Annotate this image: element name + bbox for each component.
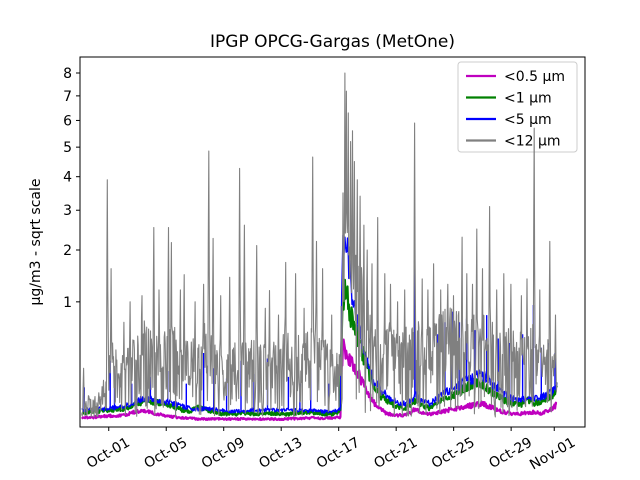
- y-tick-label: 4: [63, 170, 72, 186]
- series-group: [80, 72, 558, 422]
- legend-label: <5 µm: [504, 112, 552, 128]
- y-tick-label: 1: [63, 295, 72, 311]
- y-tick-label: 8: [63, 66, 72, 82]
- legend: <0.5 µm <1 µm <5 µm <12 µm: [457, 61, 578, 153]
- y-tick-label: 6: [63, 113, 72, 129]
- series-line-lt0p5um: [80, 338, 558, 422]
- plot-frame: [79, 56, 586, 428]
- y-axis-label: µg/m3 - sqrt scale: [28, 179, 44, 306]
- y-tick-label: 3: [63, 203, 72, 219]
- y-tick-label: 7: [63, 89, 72, 105]
- legend-label: <0.5 µm: [504, 69, 565, 85]
- series-line-lt12um: [81, 72, 558, 418]
- legend-label: <12 µm: [504, 134, 561, 150]
- legend-label: <1 µm: [504, 91, 552, 107]
- axes: [79, 56, 586, 428]
- y-tick-label: 5: [63, 140, 72, 156]
- y-tick-label: 2: [63, 243, 72, 259]
- chart-title: IPGP OPCG-Gargas (MetOne): [210, 32, 455, 52]
- legend-box: [457, 61, 578, 153]
- y-axis: 1 2 3 4 5 6 7 8 µg/m3 - sqrt scale: [28, 66, 80, 311]
